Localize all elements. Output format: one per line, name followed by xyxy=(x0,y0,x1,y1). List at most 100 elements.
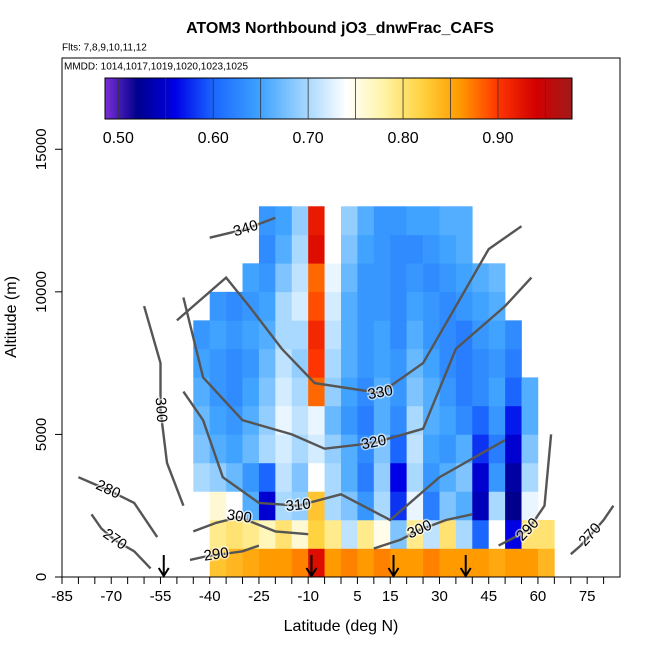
heat-cell xyxy=(521,405,539,435)
heat-cell xyxy=(308,320,325,350)
heat-cell xyxy=(275,434,293,464)
heat-cell xyxy=(373,206,391,236)
heat-cell xyxy=(291,548,309,578)
y-tick-label: 0 xyxy=(33,573,50,581)
heat-cell xyxy=(193,320,211,350)
heat-cell xyxy=(357,405,375,435)
colorbar-tick-label: 0.70 xyxy=(293,130,324,147)
heat-cell xyxy=(341,548,358,578)
heat-cell xyxy=(308,519,325,549)
x-tick-label: -55 xyxy=(150,588,172,605)
heat-cell xyxy=(242,263,260,293)
heat-cell xyxy=(275,234,293,264)
heat-cell xyxy=(341,491,358,521)
heat-cell xyxy=(455,291,473,321)
heat-cell xyxy=(439,434,457,464)
heat-cell xyxy=(275,462,293,492)
heat-cell xyxy=(439,320,457,350)
heat-cell xyxy=(242,377,260,407)
contour-line xyxy=(570,505,615,556)
heat-cell xyxy=(341,434,358,464)
heat-cell xyxy=(258,234,276,264)
x-tick-label: -10 xyxy=(297,588,319,605)
heat-cell xyxy=(341,462,358,492)
heat-cell xyxy=(390,405,407,435)
heat-cell xyxy=(324,320,342,350)
contour-line xyxy=(90,513,152,570)
heat-cell xyxy=(423,434,440,464)
heat-cell xyxy=(308,348,325,378)
heat-cell xyxy=(209,348,227,378)
heat-cell xyxy=(242,548,260,578)
heat-cell xyxy=(537,519,555,549)
heat-cell xyxy=(373,320,391,350)
heat-cell xyxy=(242,491,260,521)
heat-cell xyxy=(242,320,260,350)
heat-cell xyxy=(341,263,358,293)
heat-cell xyxy=(275,206,293,236)
heat-cell xyxy=(439,263,457,293)
heat-cell xyxy=(439,377,457,407)
heat-cell xyxy=(275,263,293,293)
heat-cell xyxy=(472,348,490,378)
heat-cell xyxy=(324,462,342,492)
heat-cell xyxy=(193,434,211,464)
contour-line xyxy=(498,434,553,547)
heat-cell xyxy=(390,491,407,521)
heat-cell xyxy=(406,206,424,236)
heat-cell xyxy=(209,519,227,549)
heat-cell xyxy=(209,291,227,321)
heat-cell xyxy=(390,263,407,293)
arrow-head xyxy=(157,567,170,578)
heat-cell xyxy=(357,320,375,350)
heat-cell xyxy=(390,206,407,236)
heat-cell xyxy=(406,320,424,350)
colorbar-tick-label: 0.50 xyxy=(103,130,134,147)
heat-cell xyxy=(406,491,424,521)
heat-cell xyxy=(455,206,473,236)
heat-cell xyxy=(505,377,522,407)
heat-cell xyxy=(291,434,309,464)
colorbar-tick-label: 0.60 xyxy=(198,130,229,147)
heat-cell xyxy=(455,405,473,435)
heat-cell xyxy=(258,434,276,464)
heat-cell xyxy=(521,377,539,407)
heat-cell xyxy=(341,348,358,378)
heat-cell xyxy=(226,348,243,378)
heat-cell xyxy=(226,434,243,464)
heat-cell xyxy=(242,519,260,549)
heat-cell xyxy=(423,348,440,378)
contour-line xyxy=(142,305,185,507)
heat-cell xyxy=(423,291,440,321)
heat-cell xyxy=(505,348,522,378)
heat-cell xyxy=(390,434,407,464)
contour-line xyxy=(209,216,276,239)
heat-cell xyxy=(226,462,243,492)
heat-cell xyxy=(472,291,490,321)
heat-cell xyxy=(258,548,276,578)
heat-cell xyxy=(226,320,243,350)
heat-cell xyxy=(308,462,325,492)
heat-cell xyxy=(291,462,309,492)
heat-cell xyxy=(258,377,276,407)
heat-cell xyxy=(258,348,276,378)
heat-cell xyxy=(258,462,276,492)
subtitle: Flts: 7,8,9,10,11,12 xyxy=(62,43,147,54)
colorbar xyxy=(104,77,573,120)
heat-cell xyxy=(209,405,227,435)
heat-cell xyxy=(521,462,539,492)
heat-cell xyxy=(373,519,391,549)
heat-cell xyxy=(455,348,473,378)
x-tick-label: -70 xyxy=(100,588,122,605)
heat-cell xyxy=(275,377,293,407)
heat-cell xyxy=(341,377,358,407)
heat-cell xyxy=(373,405,391,435)
heat-cell xyxy=(291,377,309,407)
heat-cell xyxy=(308,291,325,321)
contour-label: 300 xyxy=(152,397,171,423)
heat-cell xyxy=(390,320,407,350)
heat-cell xyxy=(226,377,243,407)
heat-cell xyxy=(193,462,211,492)
heat-cell xyxy=(275,405,293,435)
heat-cell xyxy=(275,291,293,321)
